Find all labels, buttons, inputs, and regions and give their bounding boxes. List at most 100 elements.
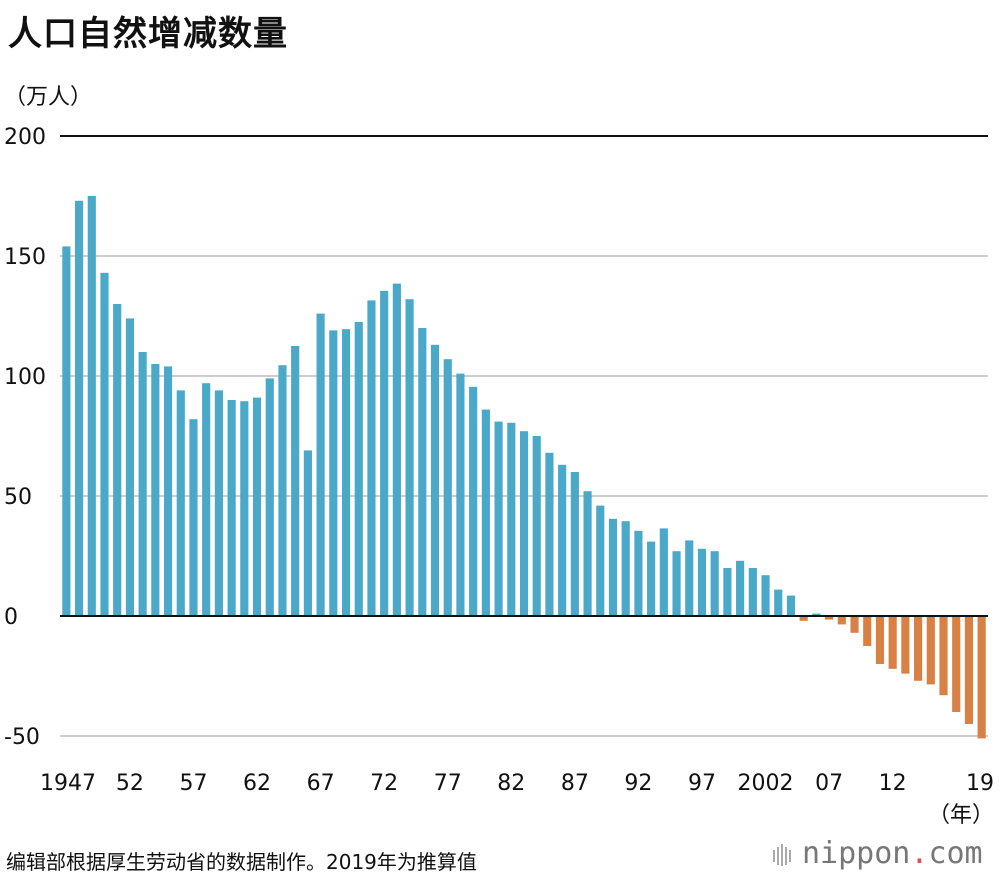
bar-1995 xyxy=(672,551,681,616)
brand-dot: . xyxy=(910,836,929,871)
x-tick-label: 19 xyxy=(966,771,994,796)
bar-1987 xyxy=(570,472,579,616)
bar-1968 xyxy=(329,330,338,616)
bar-1954 xyxy=(151,364,160,616)
bar-1958 xyxy=(202,383,211,616)
x-tick-label: 87 xyxy=(561,771,589,796)
bar-1947 xyxy=(62,246,71,616)
bar-2011 xyxy=(875,616,885,664)
bar-1963 xyxy=(265,378,274,616)
bar-2015 xyxy=(926,616,935,685)
x-unit-label: （年） xyxy=(928,803,994,828)
y-unit-label: （万人） xyxy=(4,85,92,110)
bar-1964 xyxy=(278,365,287,616)
bar-1984 xyxy=(532,436,541,616)
bar-1988 xyxy=(583,491,592,616)
bar-chart: （万人） -50 0 50 100 150 200 1947 52 57 62 67 72 77 82 87 9… xyxy=(4,85,994,828)
bar-2018 xyxy=(964,616,973,724)
bar-1979 xyxy=(469,386,478,616)
bar-2008 xyxy=(837,616,846,625)
bar-2010 xyxy=(863,616,872,646)
bar-1991 xyxy=(621,521,630,616)
bar-2019 xyxy=(977,616,986,739)
bar-1967 xyxy=(316,313,325,616)
bar-1961 xyxy=(240,401,249,616)
chart-title: 人口自然增减数量 xyxy=(8,14,288,54)
bar-1982 xyxy=(507,422,516,616)
x-tick-label: 92 xyxy=(624,771,652,796)
y-tick-label: 100 xyxy=(4,365,46,390)
bar-1980 xyxy=(481,409,490,616)
bar-1986 xyxy=(558,464,567,616)
bar-1999 xyxy=(723,568,732,616)
bar-1949 xyxy=(87,196,96,616)
x-tick-label: 52 xyxy=(116,771,144,796)
bar-2003 xyxy=(774,589,783,616)
bar-1990 xyxy=(608,518,618,616)
bar-1959 xyxy=(214,390,223,616)
x-tick-label: 67 xyxy=(307,771,335,796)
bar-2005 xyxy=(799,616,808,621)
x-tick-label: 82 xyxy=(497,771,525,796)
x-tick-label: 1947 xyxy=(40,771,96,796)
bar-1973 xyxy=(392,283,401,616)
bar-2001 xyxy=(748,568,757,616)
bar-1977 xyxy=(443,359,452,616)
bar-2016 xyxy=(939,616,948,696)
x-tick-label: 77 xyxy=(434,771,462,796)
y-tick-label: 50 xyxy=(4,485,32,510)
bar-1948 xyxy=(75,200,84,617)
bar-2009 xyxy=(850,616,859,633)
bar-1955 xyxy=(163,366,173,616)
bar-1996 xyxy=(685,540,694,616)
bar-1962 xyxy=(252,397,262,616)
bars xyxy=(62,196,986,739)
y-tick-label: -50 xyxy=(4,725,40,750)
axes: （万人） -50 0 50 100 150 200 1947 52 57 62 67 72 77 82 87 9… xyxy=(4,85,994,828)
x-tick-label: 72 xyxy=(370,771,398,796)
bar-2002 xyxy=(761,575,770,616)
bar-1975 xyxy=(418,328,427,616)
bar-2014 xyxy=(914,616,923,681)
bar-1994 xyxy=(659,528,668,616)
y-tick-label: 150 xyxy=(4,245,46,270)
bar-1989 xyxy=(596,505,605,616)
bar-1951 xyxy=(113,304,122,616)
bar-1970 xyxy=(354,322,363,616)
y-tick-label: 200 xyxy=(4,125,46,150)
bar-2007 xyxy=(825,616,834,620)
brand-bars-icon xyxy=(773,844,791,866)
bar-2006 xyxy=(812,613,821,616)
y-tick-label: 0 xyxy=(4,605,18,630)
bar-1983 xyxy=(519,431,529,616)
bar-1952 xyxy=(125,318,134,616)
bar-1993 xyxy=(647,541,656,616)
bar-1998 xyxy=(710,551,719,616)
bar-1957 xyxy=(189,419,198,616)
bar-1981 xyxy=(494,421,503,616)
bar-1950 xyxy=(100,272,109,616)
source-note: 编辑部根据厚生劳动省的数据制作。2019年为推算值 xyxy=(6,850,477,874)
bar-1974 xyxy=(405,299,414,616)
brand-suffix: com xyxy=(928,836,983,871)
bar-1985 xyxy=(545,452,554,616)
x-tick-label: 57 xyxy=(179,771,207,796)
bar-1978 xyxy=(456,373,465,616)
bar-2000 xyxy=(736,560,745,616)
bar-1966 xyxy=(303,450,312,616)
bar-2004 xyxy=(786,595,796,616)
x-tick-label: 07 xyxy=(815,771,843,796)
x-tick-label: 97 xyxy=(688,771,716,796)
bar-1960 xyxy=(227,400,236,616)
x-tick-label: 2002 xyxy=(738,771,794,796)
brand-name: nippon xyxy=(802,836,911,871)
bar-1965 xyxy=(291,346,300,616)
bar-1997 xyxy=(697,548,707,616)
bar-2013 xyxy=(901,616,910,674)
bar-1969 xyxy=(341,329,351,616)
bar-1992 xyxy=(634,530,643,616)
x-tick-label: 12 xyxy=(879,771,907,796)
bar-1953 xyxy=(138,352,147,616)
bar-2012 xyxy=(888,616,897,669)
brand-logo: nippon.com xyxy=(772,836,983,871)
